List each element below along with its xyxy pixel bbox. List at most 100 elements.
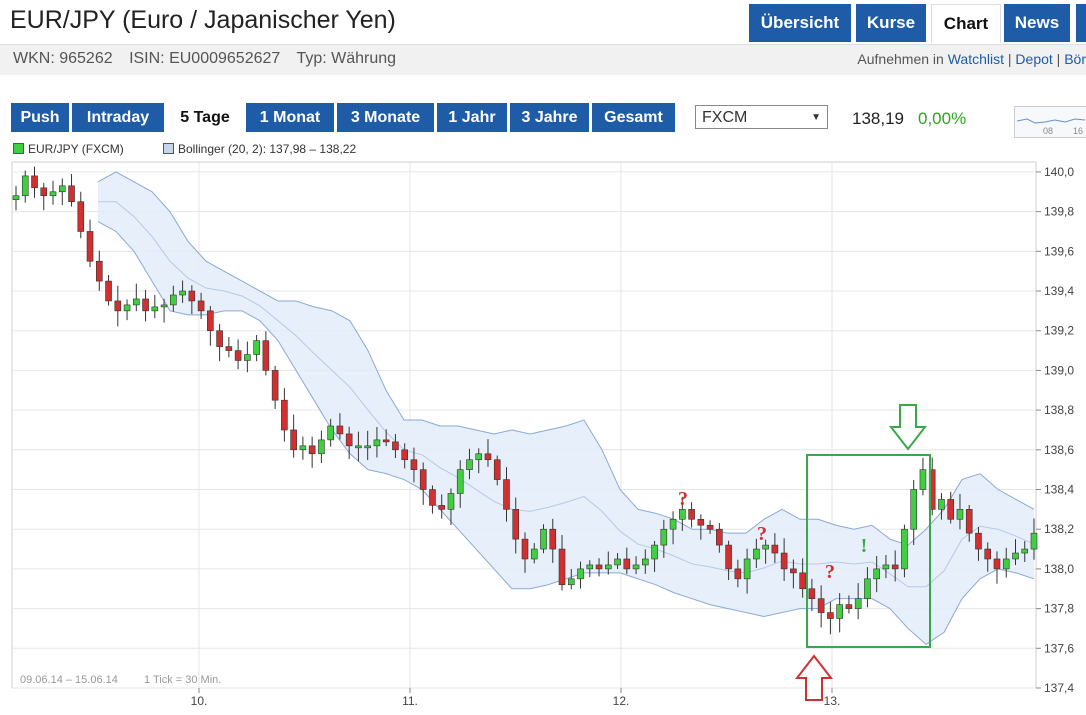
- candle-body: [716, 528, 723, 546]
- candle-body: [262, 340, 270, 371]
- range-5tage-button[interactable]: 5 Tage: [167, 103, 243, 132]
- candle-body: [604, 564, 612, 570]
- legend-bollinger-swatch: [163, 143, 174, 154]
- candle-body: [225, 346, 233, 351]
- candle-body: [910, 489, 917, 530]
- range-3monate-button[interactable]: 3 Monate: [337, 103, 434, 132]
- candle-body: [58, 185, 66, 193]
- legend-bollinger-label: Bollinger (20, 2): 137,98 – 138,22: [178, 142, 357, 156]
- exchange-select[interactable]: FXCM ▼: [695, 105, 828, 129]
- nav-kurse-button[interactable]: Kurse: [856, 4, 926, 42]
- period-label: 09.06.14 – 15.06.14: [20, 674, 118, 686]
- highlight-box: [806, 454, 931, 648]
- candle-body: [845, 604, 853, 609]
- candle-body: [234, 350, 242, 361]
- candle-body: [456, 469, 464, 494]
- candle-body: [429, 489, 436, 506]
- candle-body: [540, 528, 547, 550]
- mini-chart-svg: 08 16: [1016, 118, 1086, 136]
- bollinger-mid-line: [98, 201, 1035, 588]
- legend-series-swatch: [13, 143, 24, 154]
- candle-body: [95, 260, 103, 282]
- meta-bar: [0, 44, 1086, 75]
- candle-body: [493, 459, 501, 480]
- watchlist-links: Aufnehmen in Watchlist | Depot | Bör: [857, 51, 1086, 67]
- candle-body: [956, 509, 964, 520]
- candle-body: [947, 499, 955, 520]
- candle-body: [382, 439, 390, 443]
- question-mark-annotation: ?: [757, 523, 767, 545]
- type-label: Typ: Währung: [296, 50, 397, 67]
- candle-body: [484, 453, 492, 461]
- nav-news-button[interactable]: News: [1004, 4, 1070, 42]
- candle-body: [873, 568, 880, 580]
- candle-body: [31, 175, 38, 189]
- candle-body: [780, 552, 788, 570]
- x-tick-label: 10.: [191, 694, 208, 708]
- wkn-label: WKN: 965262: [13, 50, 113, 67]
- y-tick-label: 139,2: [1044, 324, 1074, 338]
- candle-body: [1002, 558, 1010, 570]
- candle-body: [216, 330, 223, 347]
- candle-body: [466, 459, 473, 470]
- candle-body: [882, 564, 890, 570]
- candle-body: [160, 304, 168, 308]
- candle-body: [345, 433, 353, 447]
- candle-body: [392, 441, 399, 451]
- candle-body: [438, 505, 446, 510]
- range-1monat-button[interactable]: 1 Monat: [246, 103, 334, 132]
- range-push-button[interactable]: Push: [11, 103, 69, 132]
- candle-body: [447, 493, 455, 510]
- range-3jahre-button[interactable]: 3 Jahre: [510, 103, 589, 132]
- mini-chart-thumbnail[interactable]: 08 16: [1014, 106, 1086, 138]
- candle-body: [308, 445, 316, 455]
- candle-body: [253, 340, 260, 355]
- candle-body: [410, 459, 418, 470]
- candle-body: [697, 518, 705, 526]
- legend-series-label: EUR/JPY (FXCM): [28, 142, 124, 156]
- candle-body: [614, 558, 621, 566]
- range-gesamt-button[interactable]: Gesamt: [592, 103, 675, 132]
- y-tick-label: 137,6: [1044, 641, 1074, 655]
- y-tick-label: 139,6: [1044, 244, 1074, 258]
- watchlist-link[interactable]: Watchlist: [947, 51, 1004, 67]
- candle-body: [938, 499, 945, 510]
- chevron-down-icon: ▼: [811, 112, 821, 123]
- candle-body: [179, 290, 186, 296]
- arrow-down-icon: [888, 404, 928, 451]
- depot-link[interactable]: Depot: [1015, 51, 1053, 67]
- range-intraday-button[interactable]: Intraday: [72, 103, 164, 132]
- candle-body: [142, 298, 149, 312]
- y-tick-label: 138,4: [1044, 483, 1074, 497]
- candle-body: [808, 588, 816, 599]
- x-tick-label: 11.: [402, 694, 418, 708]
- candle-body: [68, 185, 75, 202]
- bollinger-lower-line: [97, 221, 1035, 645]
- nav-chart-button[interactable]: Chart: [931, 4, 1001, 43]
- candle-body: [151, 306, 159, 312]
- candle-body: [901, 528, 908, 570]
- candle-body: [688, 509, 695, 520]
- legend-series: EUR/JPY (FXCM): [13, 142, 124, 156]
- candle-body: [197, 300, 205, 312]
- range-1jahr-button[interactable]: 1 Jahr: [437, 103, 507, 132]
- candle-body: [86, 231, 94, 262]
- boerse-link[interactable]: Bör: [1064, 51, 1086, 67]
- nav-overview-button[interactable]: Übersicht: [749, 4, 851, 42]
- y-tick-label: 138,8: [1044, 403, 1074, 417]
- candle-body: [586, 564, 594, 570]
- price-chart[interactable]: 140,0 139,8 139,6 139,4 139,2 139,0 138,8 138,6…: [0, 160, 1086, 715]
- last-price: 138,19: [852, 109, 904, 128]
- candle-body: [327, 425, 334, 441]
- y-tick-label: 139,4: [1044, 284, 1074, 298]
- candle-body: [244, 354, 251, 361]
- candle-body: [475, 453, 483, 461]
- y-tick-label: 138,0: [1044, 562, 1074, 576]
- candle-body: [299, 445, 307, 451]
- candle-body: [21, 175, 29, 197]
- candle-body: [993, 558, 1001, 570]
- tick-interval-label: 1 Tick = 30 Min.: [144, 674, 221, 686]
- candle-body: [762, 544, 769, 550]
- x-tick-label: 12.: [613, 694, 630, 708]
- nav-more-button[interactable]: [1076, 4, 1086, 42]
